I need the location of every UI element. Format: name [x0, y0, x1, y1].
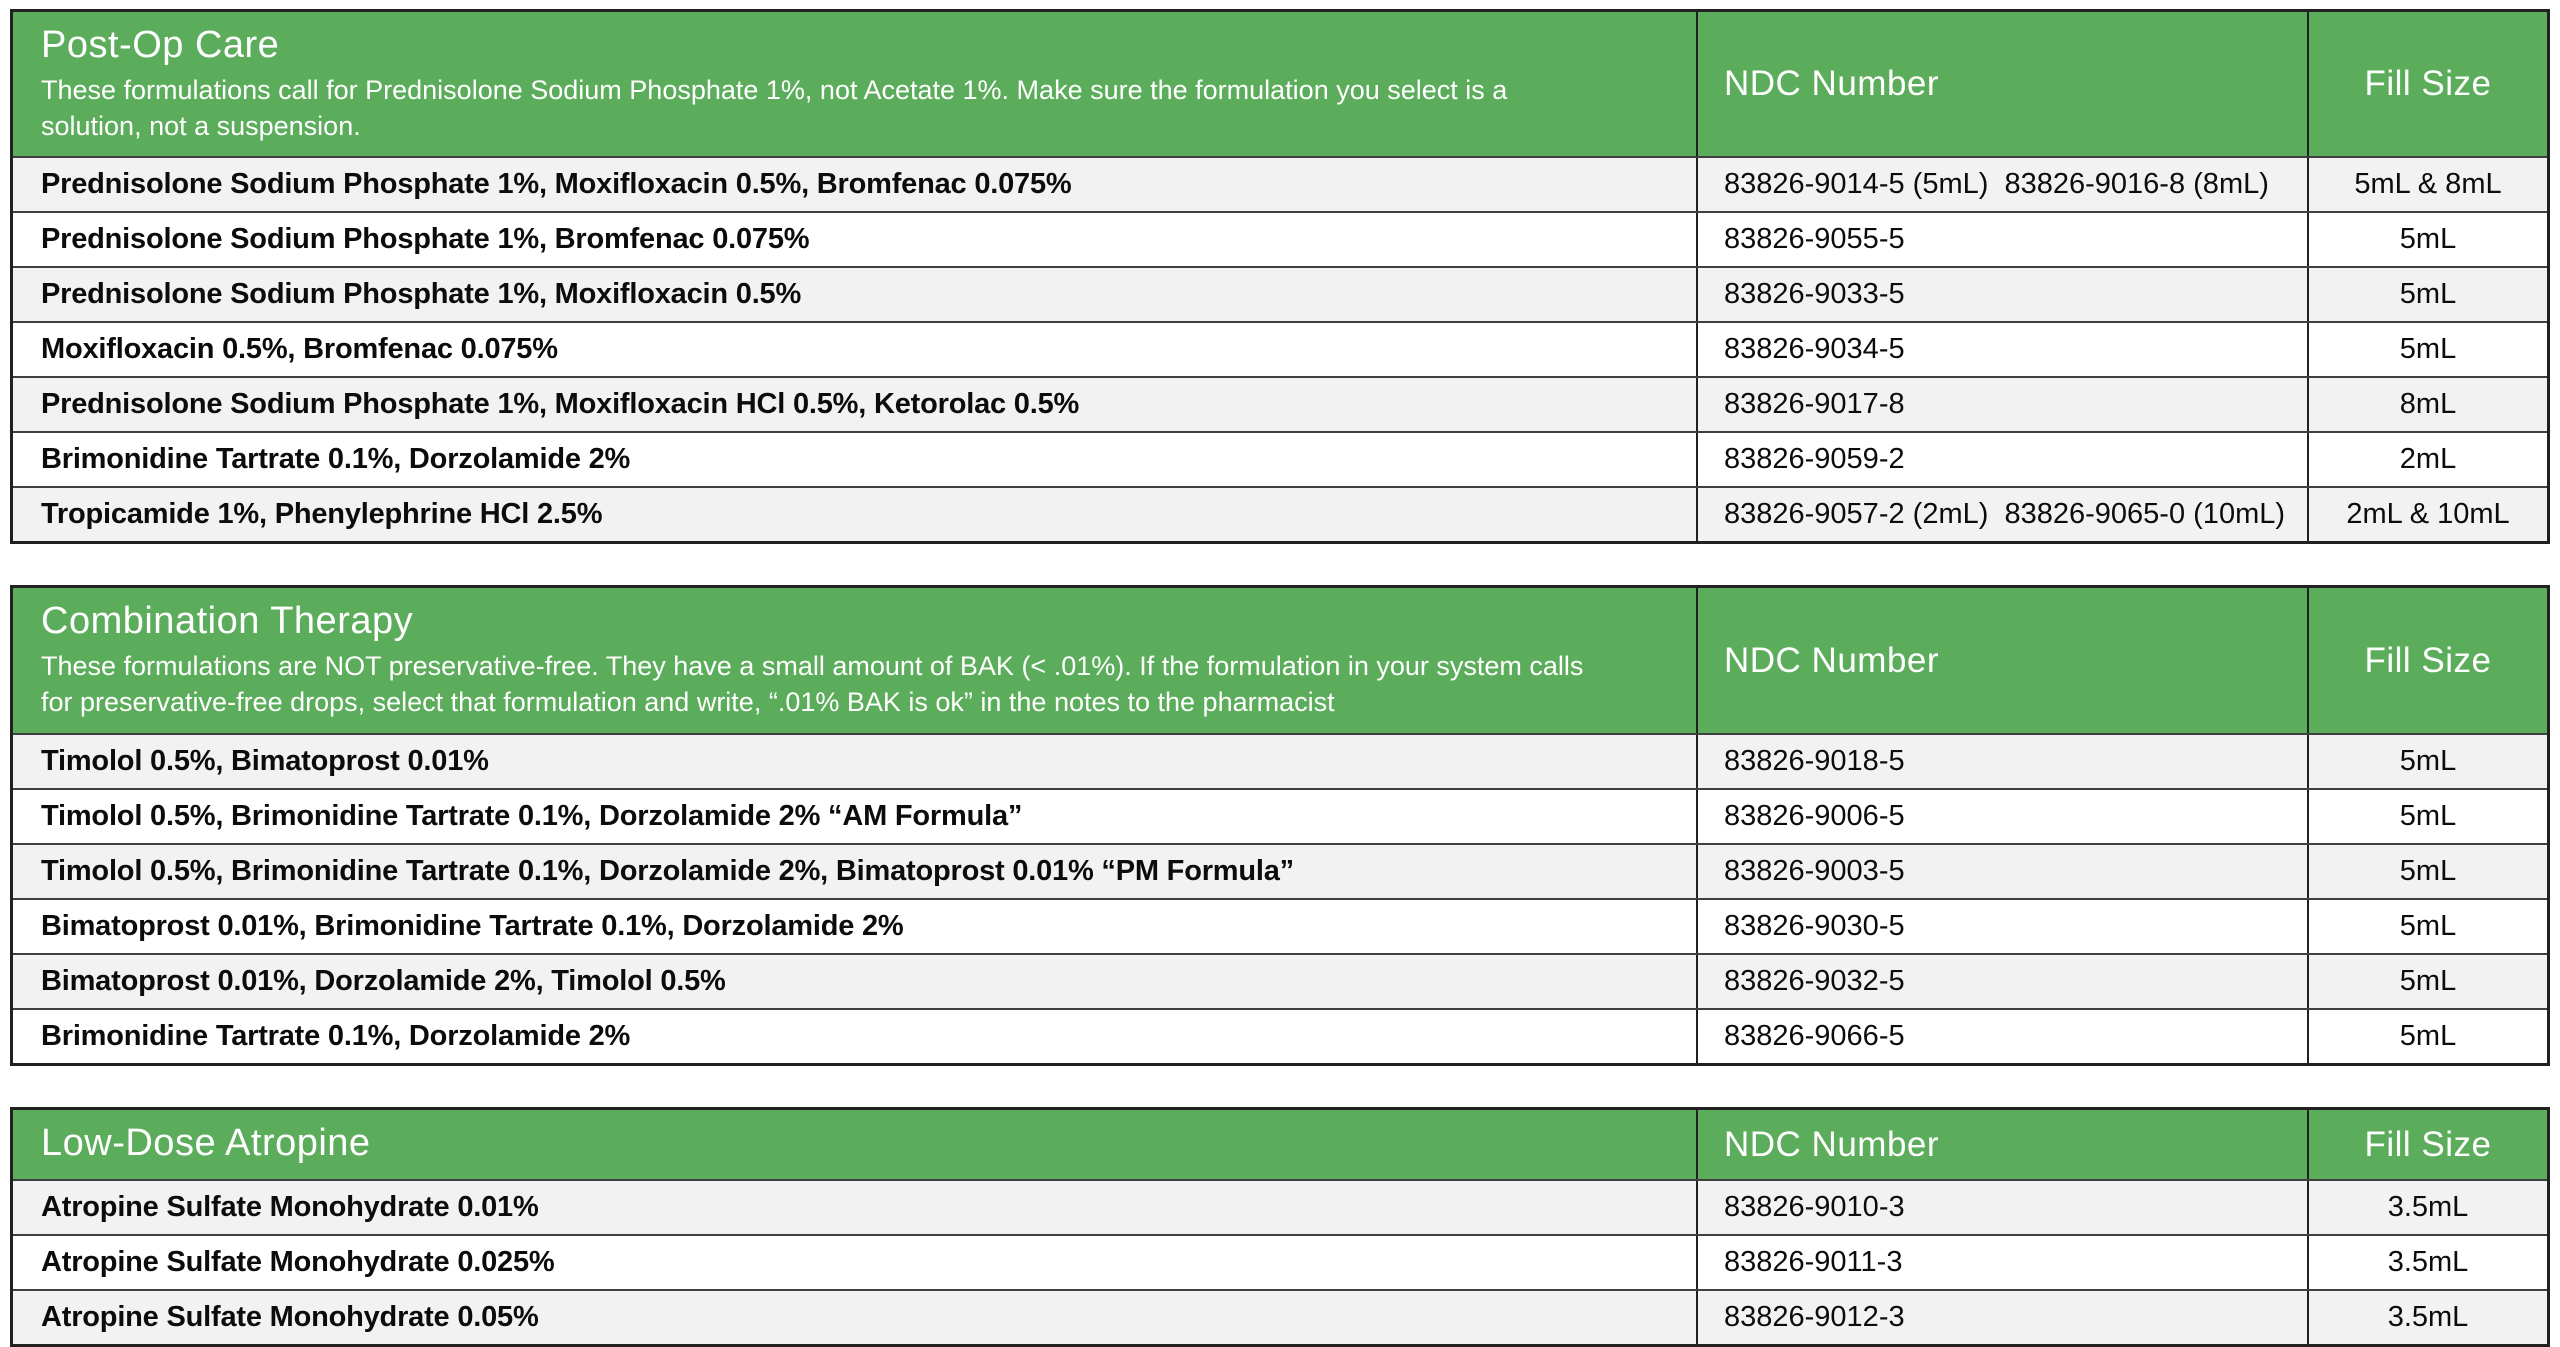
- table-title-cell: Combination Therapy These formulations a…: [13, 588, 1696, 732]
- table-row: Brimonidine Tartrate 0.1%, Dorzolamide 2…: [13, 431, 2547, 487]
- table-row: Tropicamide 1%, Phenylephrine HCl 2.5% 8…: [13, 486, 2547, 542]
- fill-size-cell: 2mL & 10mL: [2307, 488, 2547, 542]
- fill-size-cell: 5mL: [2307, 213, 2547, 267]
- ndc-cell: 83826-9034-5: [1696, 323, 2307, 377]
- formulation-cell: Bimatoprost 0.01%, Brimonidine Tartrate …: [41, 909, 904, 942]
- ndc-cell: 83826-9030-5: [1696, 899, 2307, 953]
- formulation-cell: Prednisolone Sodium Phosphate 1%, Moxifl…: [41, 388, 1080, 421]
- table-title-cell: Post-Op Care These formulations call for…: [13, 12, 1696, 156]
- table-row: Moxifloxacin 0.5%, Bromfenac 0.075% 8382…: [13, 321, 2547, 377]
- ndc-cell: 83826-9059-2: [1696, 433, 2307, 487]
- table-header-row: Combination Therapy These formulations a…: [13, 588, 2547, 733]
- table-row: Atropine Sulfate Monohydrate 0.05% 83826…: [13, 1289, 2547, 1345]
- formulation-cell: Timolol 0.5%, Bimatoprost 0.01%: [41, 744, 489, 777]
- ndc-cell: 83826-9012-3: [1696, 1291, 2307, 1345]
- ndc-cell: 83826-9032-5: [1696, 954, 2307, 1008]
- table-row: Prednisolone Sodium Phosphate 1%, Moxifl…: [13, 376, 2547, 432]
- formulation-cell: Atropine Sulfate Monohydrate 0.05%: [41, 1301, 539, 1334]
- ndc-cell: 83826-9010-3: [1696, 1181, 2307, 1235]
- formulation-cell: Brimonidine Tartrate 0.1%, Dorzolamide 2…: [41, 443, 631, 476]
- fill-size-cell: 5mL: [2307, 844, 2547, 898]
- formulation-cell: Moxifloxacin 0.5%, Bromfenac 0.075%: [41, 333, 558, 366]
- formulation-cell: Prednisolone Sodium Phosphate 1%, Moxifl…: [41, 278, 802, 311]
- formulary-tables-container: Post-Op Care These formulations call for…: [10, 9, 2550, 1347]
- fill-size-column-header: Fill Size: [2307, 1109, 2547, 1180]
- formulation-cell: Timolol 0.5%, Brimonidine Tartrate 0.1%,…: [41, 799, 1023, 832]
- fill-size-cell: 5mL: [2307, 268, 2547, 322]
- fill-size-cell: 2mL: [2307, 433, 2547, 487]
- table-row: Prednisolone Sodium Phosphate 1%, Moxifl…: [13, 266, 2547, 322]
- ndc-cell: 83826-9006-5: [1696, 789, 2307, 843]
- formulation-cell: Atropine Sulfate Monohydrate 0.025%: [41, 1246, 555, 1279]
- fill-size-cell: 5mL: [2307, 1009, 2547, 1063]
- formulation-cell: Bimatoprost 0.01%, Dorzolamide 2%, Timol…: [41, 964, 726, 997]
- fill-size-column-header: Fill Size: [2307, 588, 2547, 733]
- table-row: Atropine Sulfate Monohydrate 0.01% 83826…: [13, 1179, 2547, 1235]
- table-row: Prednisolone Sodium Phosphate 1%, Bromfe…: [13, 211, 2547, 267]
- fill-size-cell: 5mL: [2307, 789, 2547, 843]
- table-row: Timolol 0.5%, Brimonidine Tartrate 0.1%,…: [13, 787, 2547, 843]
- ndc-cell: 83826-9011-3: [1696, 1236, 2307, 1290]
- fill-size-cell: 5mL: [2307, 899, 2547, 953]
- fill-size-cell: 5mL: [2307, 954, 2547, 1008]
- fill-size-cell: 5mL: [2307, 734, 2547, 788]
- fill-size-column-header: Fill Size: [2307, 12, 2547, 157]
- ndc-column-header: NDC Number: [1696, 12, 2307, 157]
- table-title-cell: Low-Dose Atropine: [13, 1110, 1696, 1180]
- ndc-cell: 83826-9057-2 (2mL) 83826-9065-0 (10mL): [1696, 488, 2307, 542]
- table-title: Combination Therapy: [41, 600, 414, 643]
- table-row: Atropine Sulfate Monohydrate 0.025% 8382…: [13, 1234, 2547, 1290]
- formulation-cell: Prednisolone Sodium Phosphate 1%, Moxifl…: [41, 168, 1072, 201]
- fill-size-cell: 5mL: [2307, 323, 2547, 377]
- table-subtitle: These formulations are NOT preservative-…: [41, 650, 1584, 718]
- formulation-cell: Timolol 0.5%, Brimonidine Tartrate 0.1%,…: [41, 854, 1294, 887]
- ndc-cell: 83826-9018-5: [1696, 734, 2307, 788]
- formulary-table: Post-Op Care These formulations call for…: [10, 9, 2550, 545]
- table-row: Brimonidine Tartrate 0.1%, Dorzolamide 2…: [13, 1007, 2547, 1063]
- table-title: Post-Op Care: [41, 24, 280, 66]
- ndc-column-header: NDC Number: [1696, 1109, 2307, 1180]
- formulary-page: Post-Op Care These formulations call for…: [10, 9, 2550, 1347]
- formulary-table: Low-Dose Atropine NDC Number Fill Size A…: [10, 1106, 2550, 1347]
- table-header-row: Low-Dose Atropine NDC Number Fill Size: [13, 1109, 2547, 1180]
- ndc-cell: 83826-9066-5: [1696, 1009, 2307, 1063]
- table-header-row: Post-Op Care These formulations call for…: [13, 12, 2547, 157]
- fill-size-cell: 5mL & 8mL: [2307, 158, 2547, 212]
- table-row: Prednisolone Sodium Phosphate 1%, Moxifl…: [13, 156, 2547, 212]
- formulation-cell: Atropine Sulfate Monohydrate 0.01%: [41, 1191, 539, 1224]
- fill-size-cell: 8mL: [2307, 378, 2547, 432]
- table-row: Timolol 0.5%, Bimatoprost 0.01% 83826-90…: [13, 732, 2547, 788]
- table-title: Low-Dose Atropine: [41, 1121, 371, 1164]
- ndc-cell: 83826-9014-5 (5mL) 83826-9016-8 (8mL): [1696, 158, 2307, 212]
- ndc-cell: 83826-9055-5: [1696, 213, 2307, 267]
- fill-size-cell: 3.5mL: [2307, 1181, 2547, 1235]
- fill-size-cell: 3.5mL: [2307, 1291, 2547, 1345]
- ndc-cell: 83826-9003-5: [1696, 844, 2307, 898]
- table-subtitle: These formulations call for Prednisolone…: [41, 74, 1508, 141]
- ndc-column-header: NDC Number: [1696, 588, 2307, 733]
- table-row: Timolol 0.5%, Brimonidine Tartrate 0.1%,…: [13, 842, 2547, 898]
- formulation-cell: Brimonidine Tartrate 0.1%, Dorzolamide 2…: [41, 1019, 631, 1052]
- formulation-cell: Tropicamide 1%, Phenylephrine HCl 2.5%: [41, 498, 603, 531]
- table-row: Bimatoprost 0.01%, Brimonidine Tartrate …: [13, 897, 2547, 953]
- formulary-table: Combination Therapy These formulations a…: [10, 585, 2550, 1066]
- ndc-cell: 83826-9033-5: [1696, 268, 2307, 322]
- fill-size-cell: 3.5mL: [2307, 1236, 2547, 1290]
- formulation-cell: Prednisolone Sodium Phosphate 1%, Bromfe…: [41, 223, 810, 256]
- table-row: Bimatoprost 0.01%, Dorzolamide 2%, Timol…: [13, 952, 2547, 1008]
- ndc-cell: 83826-9017-8: [1696, 378, 2307, 432]
